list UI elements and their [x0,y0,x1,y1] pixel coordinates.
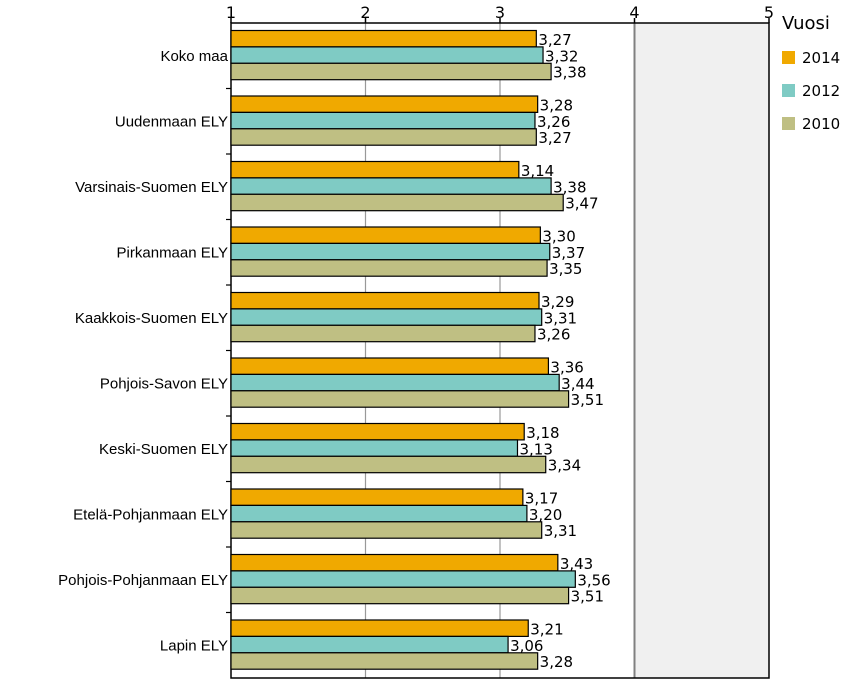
bar-2014-varsinais-suomen-ely [230,160,520,179]
bar-2014-pirkanmaan-ely [230,226,541,244]
bar-2012-keski-suomen-ely [230,439,519,457]
data-label-2014-etela-pohjanmaan-ely: 3,17 [525,489,558,507]
data-label-2014-koko-maa: 3,27 [538,31,571,49]
bar-2010-pirkanmaan-ely [230,259,548,277]
category-label-varsinais-suomen-ely: Varsinais-Suomen ELY [75,179,228,196]
legend-label-2010: 2010 [802,115,840,133]
data-label-2010-keski-suomen-ely: 3,34 [548,457,581,475]
data-label-2014-keski-suomen-ely: 3,18 [526,424,559,442]
legend-swatch-2014 [782,51,795,64]
legend-label-2014: 2014 [802,49,840,67]
bar-2012-uudenmaan-ely [230,111,536,130]
bar-2014-koko-maa [230,29,537,48]
category-label-lapin-ely: Lapin ELY [160,637,228,654]
category-label-pohjois-savon-ely: Pohjois-Savon ELY [100,375,228,392]
bar-2012-etela-pohjanmaan-ely [230,504,528,523]
data-label-2014-varsinais-suomen-ely: 3,14 [521,162,554,180]
data-label-2012-varsinais-suomen-ely: 3,38 [553,178,586,196]
data-label-2014-pirkanmaan-ely: 3,30 [542,227,575,245]
bar-2012-pirkanmaan-ely [230,242,551,261]
data-label-2012-uudenmaan-ely: 3,26 [537,113,570,131]
data-label-2014-uudenmaan-ely: 3,28 [540,96,573,114]
data-label-2010-etela-pohjanmaan-ely: 3,31 [544,522,577,540]
data-label-2014-pohjois-pohjanmaan-ely: 3,43 [560,555,593,573]
bar-2014-pohjois-pohjanmaan-ely [230,553,559,572]
data-label-2012-etela-pohjanmaan-ely: 3,20 [529,506,562,524]
category-label-kaakkois-suomen-ely: Kaakkois-Suomen ELY [75,310,228,327]
data-label-2014-kaakkois-suomen-ely: 3,29 [541,293,574,311]
data-label-2010-kaakkois-suomen-ely: 3,26 [537,326,570,344]
legend-label-2012: 2012 [802,82,840,100]
bar-2014-pohjois-savon-ely [230,357,550,375]
category-label-uudenmaan-ely: Uudenmaan ELY [115,113,228,130]
bar-2010-keski-suomen-ely [230,455,547,474]
data-label-2010-koko-maa: 3,38 [553,64,586,82]
data-label-2012-keski-suomen-ely: 3,13 [519,440,552,458]
data-label-2012-lapin-ely: 3,06 [510,637,543,655]
legend-swatch-2010 [782,117,795,130]
bar-2012-varsinais-suomen-ely [230,177,552,195]
legend-title: Vuosi [782,13,830,34]
bar-2012-pohjois-savon-ely [230,373,560,392]
bar-2012-koko-maa [230,46,544,64]
data-label-2010-pohjois-pohjanmaan-ely: 3,51 [571,588,604,606]
bar-2010-varsinais-suomen-ely [230,193,564,212]
bar-2014-uudenmaan-ely [230,95,539,113]
bar-2012-lapin-ely [230,635,509,654]
legend-swatch-2012 [782,84,795,97]
plot-area-shaded [634,23,769,678]
data-label-2012-pohjois-savon-ely: 3,44 [561,375,594,393]
data-label-2012-koko-maa: 3,32 [545,47,578,65]
data-label-2010-pirkanmaan-ely: 3,35 [549,260,582,278]
bar-2010-lapin-ely [230,652,539,670]
data-label-2012-pirkanmaan-ely: 3,37 [552,244,585,262]
category-label-pirkanmaan-ely: Pirkanmaan ELY [117,244,228,261]
category-label-etela-pohjanmaan-ely: Etelä-Pohjanmaan ELY [73,506,228,523]
category-label-koko-maa: Koko maa [160,48,228,65]
x-tick-label: 4 [629,3,639,22]
bar-2014-kaakkois-suomen-ely [230,291,540,310]
data-label-2012-pohjois-pohjanmaan-ely: 3,56 [577,571,610,589]
bar-2014-lapin-ely [230,619,529,637]
bar-2010-pohjois-savon-ely [230,390,570,408]
category-label-pohjois-pohjanmaan-ely: Pohjois-Pohjanmaan ELY [58,572,228,589]
x-tick-label: 3 [495,3,505,22]
data-label-2014-pohjois-savon-ely: 3,36 [550,358,583,376]
data-label-2010-pohjois-savon-ely: 3,51 [571,391,604,409]
data-label-2010-uudenmaan-ely: 3,27 [538,129,571,147]
bar-2010-koko-maa [230,62,552,81]
x-tick-label: 5 [764,3,774,22]
data-label-2010-lapin-ely: 3,28 [540,653,573,671]
bar-2010-etela-pohjanmaan-ely [230,521,543,539]
bar-2014-etela-pohjanmaan-ely [230,488,524,506]
bar-2010-kaakkois-suomen-ely [230,324,536,343]
x-tick-label: 2 [360,3,370,22]
bar-2010-pohjois-pohjanmaan-ely [230,586,570,605]
data-label-2012-kaakkois-suomen-ely: 3,31 [544,309,577,327]
x-tick-label: 1 [226,3,236,22]
bar-2010-uudenmaan-ely [230,128,537,146]
data-label-2014-lapin-ely: 3,21 [530,620,563,638]
category-label-keski-suomen-ely: Keski-Suomen ELY [99,441,228,458]
bar-2012-pohjois-pohjanmaan-ely [230,570,576,588]
bar-2012-kaakkois-suomen-ely [230,308,543,326]
data-label-2010-varsinais-suomen-ely: 3,47 [565,195,598,213]
bar-2014-keski-suomen-ely [230,422,525,441]
